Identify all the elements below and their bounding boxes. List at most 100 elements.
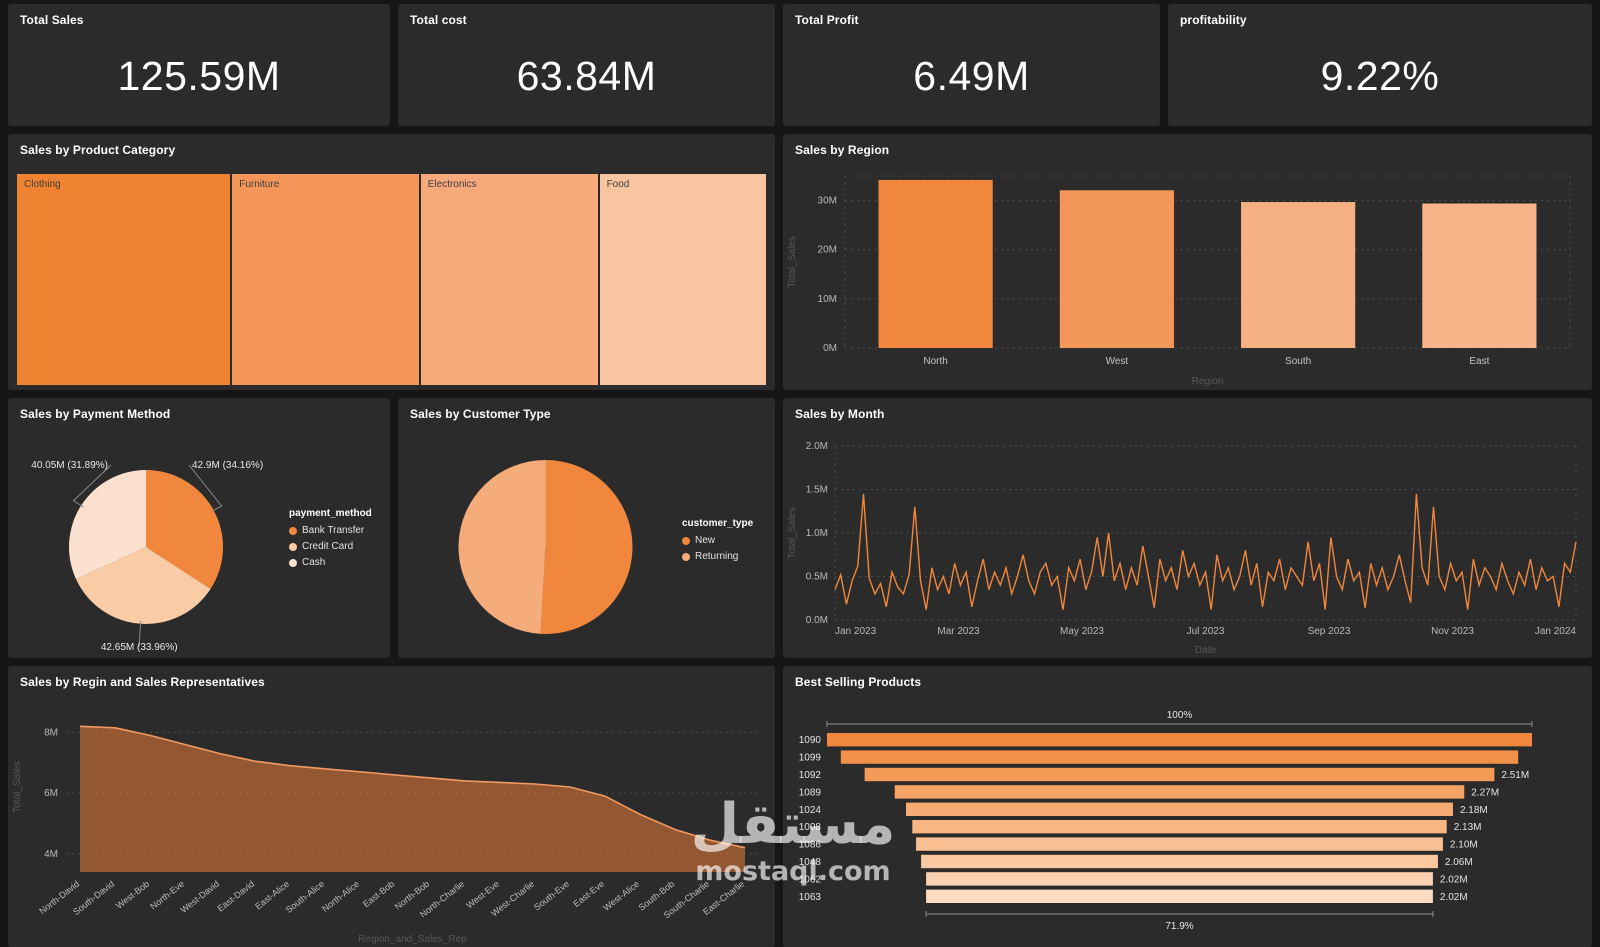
chart-title: Sales by Month — [795, 407, 885, 421]
svg-text:Jan 2024: Jan 2024 — [1535, 626, 1577, 637]
funnel-bar-1024[interactable] — [906, 802, 1453, 816]
treemap-slice-electronics[interactable]: Electronics — [420, 174, 600, 385]
legend-title: payment_method — [289, 508, 372, 519]
svg-text:2.06M: 2.06M — [1445, 857, 1473, 868]
sales-rep-area-chart[interactable]: 4M 6M 8M North-David South-David West-Bob Nort… — [8, 694, 775, 947]
chart-title: Sales by Region — [795, 143, 890, 157]
funnel-bar-1099[interactable] — [840, 750, 1519, 764]
svg-text:Mar 2023: Mar 2023 — [937, 626, 980, 637]
kpi-title: Total Sales — [20, 13, 84, 27]
svg-text:Jan 2023: Jan 2023 — [835, 626, 877, 637]
bar-west[interactable] — [1059, 190, 1174, 348]
svg-text:2.27M: 2.27M — [1471, 787, 1499, 798]
pie-slice-new[interactable] — [540, 460, 633, 634]
svg-text:1099: 1099 — [799, 753, 822, 764]
pie-slice-returning[interactable] — [458, 460, 546, 634]
funnel-bar-1086[interactable] — [916, 837, 1443, 851]
svg-text:0.0M: 0.0M — [806, 615, 828, 626]
funnel-bar-1089[interactable] — [894, 785, 1465, 799]
legend-color-dot — [289, 526, 297, 535]
bar-south[interactable] — [1241, 202, 1356, 348]
svg-text:North: North — [923, 356, 947, 367]
kpi-card-total-profit: Total Profit 6.49M — [783, 4, 1160, 126]
treemap-slice-label: Clothing — [24, 179, 61, 190]
card-sales-by-product-category: Sales by Product Category Clothing Furnit… — [8, 134, 775, 390]
bar-north[interactable] — [878, 179, 993, 348]
product-category-treemap[interactable]: Clothing Furniture Electronics Food — [17, 174, 766, 385]
legend-item-credit-card[interactable]: Credit Card — [289, 541, 372, 552]
legend-item-label: Cash — [302, 557, 326, 568]
legend-item-label: Credit Card — [302, 541, 354, 552]
chart-title: Sales by Payment Method — [20, 407, 171, 421]
svg-text:South-Alice: South-Alice — [284, 879, 326, 915]
legend-item-cash[interactable]: Cash — [289, 557, 372, 568]
treemap-slice-label: Electronics — [427, 179, 477, 190]
region-bar-chart[interactable]: 0M 10M 20M 30M North West South East Region Total… — [783, 162, 1592, 390]
card-sales-by-payment-method: Sales by Payment Method 42.9M (34.16%) 42… — [8, 398, 390, 658]
kpi-card-total-sales: Total Sales 125.59M — [8, 4, 390, 126]
treemap-slice-label: Furniture — [239, 179, 280, 190]
pie-slice-bank-transfer[interactable] — [146, 470, 223, 589]
funnel-bar-1062[interactable] — [926, 872, 1433, 886]
pie-slice-credit-card[interactable] — [76, 547, 211, 624]
svg-text:71.9%: 71.9% — [1165, 921, 1193, 932]
legend-item-returning[interactable]: Returning — [682, 551, 753, 562]
kpi-value-total-profit: 6.49M — [913, 52, 1030, 99]
chart-title: Sales by Customer Type — [410, 407, 551, 421]
best-products-funnel-chart[interactable]: 1090 1099 1092 2.51M 1089 2.27M 1024 2.18M 1008 2… — [783, 694, 1592, 947]
svg-text:North-Alice: North-Alice — [320, 879, 361, 914]
funnel-bar-1008[interactable] — [912, 820, 1447, 834]
funnel-bar-1092[interactable] — [864, 767, 1495, 782]
svg-text:2.02M: 2.02M — [1440, 892, 1468, 903]
legend-item-label: New — [695, 535, 716, 546]
svg-text:1.0M: 1.0M — [806, 528, 828, 539]
funnel-bar-1048[interactable] — [921, 854, 1438, 869]
card-best-selling-products: Best Selling Products 1090 1099 1092 2.51M 1… — [783, 666, 1592, 947]
customer-type-pie-chart[interactable] — [398, 426, 693, 658]
svg-text:Total_Sales: Total_Sales — [787, 507, 798, 559]
svg-text:2.13M: 2.13M — [1454, 822, 1482, 833]
svg-text:May 2023: May 2023 — [1060, 626, 1104, 637]
kpi-value-profitability: 9.22% — [1320, 52, 1440, 99]
card-sales-by-region-and-rep: Sales by Regin and Sales Representatives… — [8, 666, 775, 947]
svg-text:Total_Sales: Total_Sales — [12, 761, 23, 813]
chart-title: Sales by Product Category — [20, 143, 176, 157]
svg-text:10M: 10M — [818, 294, 837, 305]
sales-rep-area-fill[interactable] — [80, 726, 745, 872]
legend-color-dot — [682, 552, 690, 561]
svg-text:Sep 2023: Sep 2023 — [1308, 626, 1351, 637]
legend-title: customer_type — [682, 518, 754, 529]
svg-text:1062: 1062 — [799, 874, 822, 885]
funnel-bar-1063[interactable] — [926, 889, 1433, 903]
pie-slice-cash[interactable] — [68, 470, 146, 580]
svg-text:0M: 0M — [823, 343, 837, 354]
chart-title: Best Selling Products — [795, 675, 922, 689]
svg-text:Region_and_Sales_Rep: Region_and_Sales_Rep — [358, 934, 467, 945]
funnel-bar-1090[interactable] — [827, 733, 1532, 747]
svg-text:East-Bob: East-Bob — [361, 879, 396, 910]
bar-east[interactable] — [1422, 203, 1537, 348]
svg-text:40.05M (31.89%): 40.05M (31.89%) — [31, 460, 108, 471]
svg-text:20M: 20M — [818, 245, 837, 256]
svg-text:Nov 2023: Nov 2023 — [1431, 626, 1474, 637]
svg-text:Date: Date — [1195, 645, 1217, 656]
svg-text:4M: 4M — [44, 849, 58, 860]
monthly-sales-line[interactable] — [834, 493, 1577, 610]
svg-text:West: West — [1106, 356, 1129, 367]
payment-method-pie-chart[interactable]: 42.9M (34.16%) 42.65M (33.96%) 40.05M (31.… — [8, 426, 284, 658]
svg-text:0.5M: 0.5M — [806, 572, 828, 583]
svg-text:2.02M: 2.02M — [1440, 874, 1468, 885]
monthly-sales-line-chart[interactable]: 0.0M 0.5M 1.0M 1.5M 2.0M Jan 2023 Mar 2023 May … — [783, 426, 1592, 658]
svg-text:West-Bob: West-Bob — [114, 879, 151, 911]
kpi-title: Total Profit — [795, 13, 859, 27]
treemap-slice-clothing[interactable]: Clothing — [17, 174, 233, 385]
legend-item-bank-transfer[interactable]: Bank Transfer — [289, 525, 372, 536]
treemap-slice-furniture[interactable]: Furniture — [232, 174, 421, 385]
legend-item-new[interactable]: New — [682, 535, 753, 546]
svg-text:6M: 6M — [44, 788, 58, 799]
treemap-slice-food[interactable]: Food — [599, 174, 766, 385]
svg-text:1089: 1089 — [799, 787, 822, 798]
kpi-value-total-cost: 63.84M — [516, 52, 657, 99]
svg-text:2.0M: 2.0M — [806, 441, 828, 452]
svg-text:Jul 2023: Jul 2023 — [1187, 626, 1225, 637]
